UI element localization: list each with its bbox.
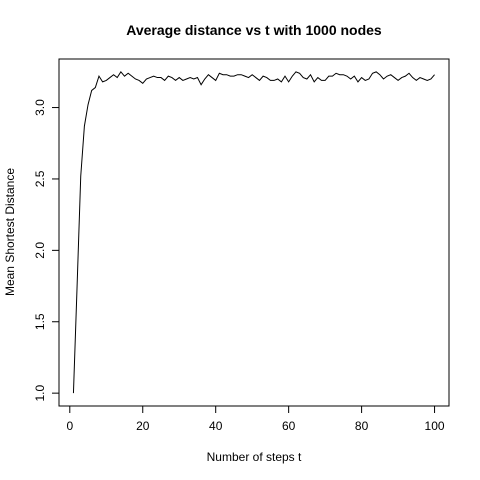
chart-title: Average distance vs t with 1000 nodes — [126, 22, 382, 38]
x-axis: 0 20 40 60 80 100 — [66, 405, 445, 433]
y-tick-label: 1.5 — [33, 313, 47, 330]
series-layer — [72, 71, 435, 394]
y-tick-label: 1.0 — [33, 384, 47, 401]
plot-frame — [58, 58, 450, 407]
x-tick-label: 0 — [66, 419, 73, 433]
x-axis-label: Number of steps t — [207, 450, 302, 464]
x-tick-label: 80 — [355, 419, 369, 433]
y-axis-label: Mean Shortest Distance — [3, 168, 17, 296]
series-line — [72, 71, 435, 394]
y-tick-label: 2.5 — [33, 170, 47, 187]
y-tick-label: 3.0 — [33, 99, 47, 116]
x-tick-label: 20 — [136, 419, 150, 433]
x-tick-label: 60 — [282, 419, 296, 433]
x-tick-label: 100 — [425, 419, 445, 433]
x-tick-label: 40 — [209, 419, 223, 433]
y-tick-label: 2.0 — [33, 242, 47, 259]
y-axis: 1.0 1.5 2.0 2.5 3.0 — [33, 99, 60, 401]
